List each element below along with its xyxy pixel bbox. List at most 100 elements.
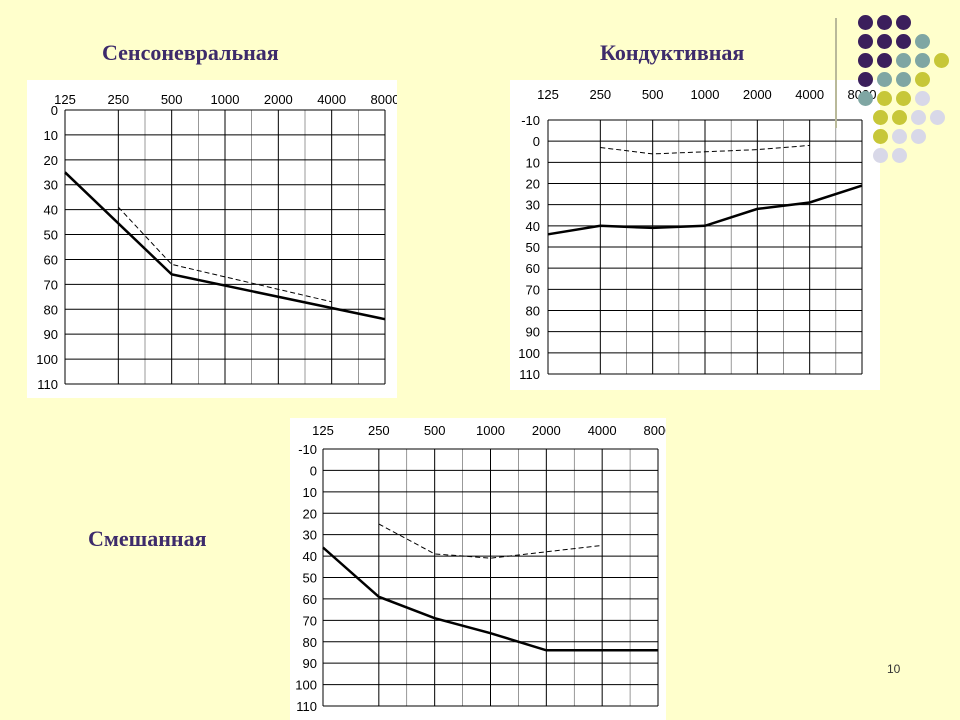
chart-title: Сенсоневральная <box>102 40 279 65</box>
x-tick-label: 125 <box>54 92 76 107</box>
y-tick-label: 30 <box>526 198 540 213</box>
x-tick-label: 125 <box>537 87 559 102</box>
x-tick-label: 500 <box>161 92 183 107</box>
decorative-dot <box>892 129 907 144</box>
decorative-dot <box>892 110 907 125</box>
decorative-dot <box>877 53 892 68</box>
y-tick-label: 90 <box>44 327 58 342</box>
decorative-dot <box>858 91 873 106</box>
decorative-dot <box>877 15 892 30</box>
x-tick-label: 500 <box>424 423 446 438</box>
decorative-dot <box>896 91 911 106</box>
slide-number: 10 <box>887 662 901 676</box>
x-tick-label: 8000 <box>644 423 666 438</box>
decorative-dot <box>873 129 888 144</box>
y-tick-label: 110 <box>519 367 540 382</box>
x-tick-label: 125 <box>312 423 334 438</box>
y-tick-label: 20 <box>526 177 540 192</box>
decorative-dot <box>930 110 945 125</box>
y-tick-label: 50 <box>44 228 58 243</box>
decorative-dot <box>873 148 888 163</box>
y-tick-label: -10 <box>298 442 317 457</box>
y-tick-label: 100 <box>518 346 540 361</box>
y-tick-label: 60 <box>44 252 58 267</box>
x-tick-label: 1000 <box>211 92 240 107</box>
decorative-dot <box>915 91 930 106</box>
decorative-dot <box>877 91 892 106</box>
x-tick-label: 4000 <box>795 87 824 102</box>
bone-conduction-line <box>117 206 332 303</box>
audiogram-svg: 125 250 500 1000 2000 4000 8000 0 10 20 30 40 50 60 70… <box>36 92 397 392</box>
x-tick-label: 250 <box>589 87 611 102</box>
y-tick-label: 40 <box>526 219 540 234</box>
audiogram-sensorineural: 125 250 500 1000 2000 4000 8000 0 10 20 30 40 50 60 70… <box>27 80 397 398</box>
decorative-dot <box>911 110 926 125</box>
y-tick-label: 10 <box>526 155 540 170</box>
x-tick-label: 2000 <box>743 87 772 102</box>
y-tick-label: 30 <box>44 178 58 193</box>
x-tick-label: 1000 <box>691 87 720 102</box>
decorative-dot <box>892 148 907 163</box>
y-tick-label: 80 <box>526 304 540 319</box>
y-tick-label: 110 <box>296 699 317 714</box>
x-tick-label: 500 <box>642 87 664 102</box>
y-tick-label: 80 <box>303 635 317 650</box>
x-tick-label: 1000 <box>476 423 505 438</box>
x-tick-label: 250 <box>368 423 390 438</box>
y-tick-label: 50 <box>303 571 317 586</box>
bone-conduction-line <box>600 144 810 155</box>
decorative-divider <box>835 18 837 128</box>
decorative-dot <box>858 53 873 68</box>
x-tick-label: 4000 <box>317 92 346 107</box>
audiogram-svg: 1252505001000200040008000-10010203040506… <box>518 87 876 382</box>
y-tick-label: 70 <box>303 613 317 628</box>
decorative-dot <box>873 110 888 125</box>
y-tick-label: 0 <box>533 134 540 149</box>
decorative-dot <box>915 72 930 87</box>
y-tick-label: 10 <box>44 128 58 143</box>
decorative-dot <box>896 72 911 87</box>
decorative-dot <box>934 53 949 68</box>
x-tick-label: 2000 <box>532 423 561 438</box>
air-conduction-line <box>64 171 386 321</box>
y-tick-label: 10 <box>303 485 317 500</box>
y-tick-label: -10 <box>521 113 540 128</box>
y-tick-label: 70 <box>44 277 58 292</box>
decorative-dot <box>858 34 873 49</box>
decorative-dot <box>877 72 892 87</box>
decorative-dot <box>915 53 930 68</box>
y-tick-label: 20 <box>303 506 317 521</box>
y-tick-label: 60 <box>526 261 540 276</box>
bone-conduction-line <box>378 523 603 559</box>
x-tick-label: 4000 <box>588 423 617 438</box>
y-tick-label: 30 <box>303 528 317 543</box>
y-tick-label: 0 <box>310 463 317 478</box>
decorative-dot <box>858 72 873 87</box>
chart-title: Смешанная <box>88 526 207 551</box>
y-tick-label: 100 <box>295 678 317 693</box>
y-tick-label: 40 <box>303 549 317 564</box>
decorative-dot <box>877 34 892 49</box>
y-tick-label: 100 <box>36 352 58 367</box>
y-tick-label: 90 <box>303 656 317 671</box>
decorative-dot <box>896 34 911 49</box>
x-tick-label: 8000 <box>371 92 397 107</box>
y-tick-label: 40 <box>44 203 58 218</box>
decorative-dot <box>896 53 911 68</box>
y-tick-label: 60 <box>303 592 317 607</box>
decorative-dot <box>896 15 911 30</box>
audiogram-conductive: 1252505001000200040008000-10010203040506… <box>510 80 880 390</box>
y-tick-label: 90 <box>526 325 540 340</box>
y-tick-label: 80 <box>44 302 58 317</box>
y-tick-label: 50 <box>526 240 540 255</box>
audiogram-svg: 125 250 500 1000 2000 4000 8000 -10 0 10 20 30 40 50 6… <box>295 423 666 714</box>
air-conduction-line <box>322 546 658 652</box>
x-tick-label: 250 <box>107 92 129 107</box>
decorative-dot <box>915 34 930 49</box>
y-tick-label: 0 <box>51 103 58 118</box>
chart-title: Кондуктивная <box>600 40 745 65</box>
decorative-dot <box>858 15 873 30</box>
air-conduction-line <box>547 184 863 236</box>
decorative-dot <box>911 129 926 144</box>
y-tick-label: 20 <box>44 153 58 168</box>
